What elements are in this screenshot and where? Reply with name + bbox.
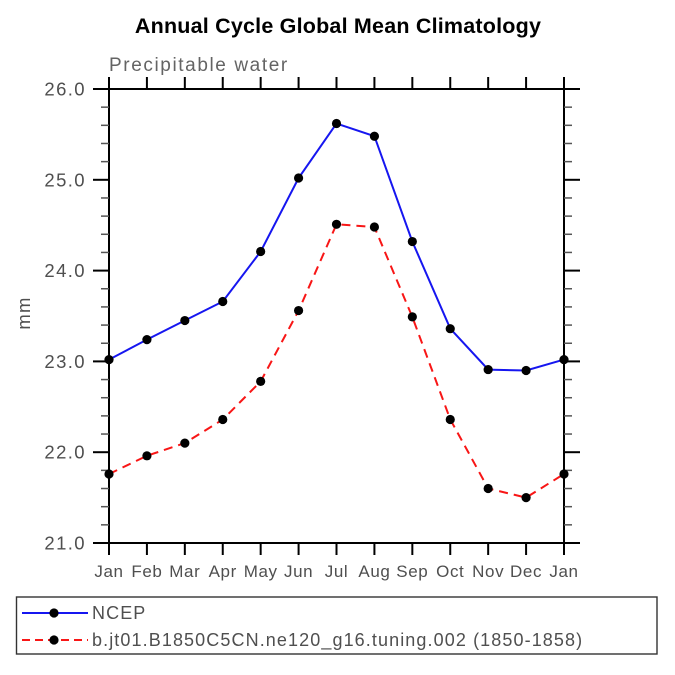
month-label: Dec: [510, 562, 542, 581]
data-point-marker: [104, 354, 114, 365]
y-tick-label: 26.0: [44, 79, 86, 100]
legend-marker-1: [49, 635, 59, 645]
legend-label-model: b.jt01.B1850C5CN.ne120_g16.tuning.002 (1…: [92, 630, 583, 651]
plot-frame: [108, 88, 565, 544]
data-point-marker: [293, 305, 304, 316]
month-label: Feb: [131, 562, 162, 581]
data-point-marker: [521, 493, 531, 503]
y-tick-label: 24.0: [44, 260, 86, 281]
data-point-marker: [445, 324, 455, 334]
legend-marker-0: [49, 608, 59, 618]
data-point-marker: [218, 414, 228, 425]
chart-subtitle: Precipitable water: [109, 55, 289, 76]
month-label: Jan: [94, 562, 123, 581]
series-line-1: [108, 223, 565, 499]
data-point-marker: [142, 335, 152, 345]
legend-label-ncep: NCEP: [92, 603, 146, 623]
data-point-marker: [559, 354, 569, 365]
legend-swatch-1: [22, 635, 88, 645]
month-label: Sep: [396, 562, 428, 581]
y-tick-label: 22.0: [44, 442, 86, 463]
data-point-marker: [331, 118, 342, 129]
y-tick-label: 21.0: [44, 533, 86, 554]
y-axis-label: mm: [13, 296, 34, 329]
chart-title: Annual Cycle Global Mean Climatology: [135, 14, 541, 38]
data-point-marker: [369, 131, 380, 141]
legend-swatch-0: [22, 608, 88, 618]
month-label: Aug: [358, 562, 390, 581]
month-label: May: [244, 562, 278, 581]
month-label: Jun: [284, 562, 313, 581]
x-axis-tick-labels: Jan Feb Mar Apr May Jun Jul Aug Sep Oct Nov Dec Jan: [94, 562, 578, 581]
y-axis-minor-ticks: [101, 106, 572, 526]
data-point-marker: [331, 219, 342, 229]
legend-box: [15, 596, 658, 655]
data-point-marker: [445, 414, 455, 425]
month-label: Mar: [169, 562, 200, 581]
month-label: Nov: [472, 562, 504, 581]
data-point-marker: [218, 296, 228, 307]
data-point-marker: [142, 451, 152, 461]
y-tick-label: 23.0: [44, 351, 86, 372]
data-point-marker: [407, 312, 417, 322]
series-line-0: [108, 122, 565, 372]
month-label: Jul: [325, 562, 349, 581]
data-point-marker: [104, 469, 114, 479]
series-markers: [104, 118, 569, 503]
month-label: Jan: [549, 562, 578, 581]
data-point-marker: [483, 483, 493, 494]
month-label: Oct: [436, 562, 464, 581]
data-point-marker: [180, 438, 190, 448]
data-point-marker: [521, 365, 531, 376]
month-label: Apr: [209, 562, 237, 581]
data-point-marker: [407, 236, 417, 247]
y-axis-tick-labels: 21.0 22.0 23.0 24.0 25.0 26.0: [44, 79, 86, 554]
series-lines: [108, 122, 565, 499]
data-point-marker: [256, 376, 266, 386]
data-point-marker: [559, 469, 569, 479]
y-axis-major-ticks: [93, 88, 580, 544]
data-point-marker: [256, 246, 266, 257]
y-tick-label: 25.0: [44, 169, 86, 190]
legend: NCEP b.jt01.B1850C5CN.ne120_g16.tuning.0…: [15, 596, 658, 655]
data-point-marker: [369, 222, 380, 232]
data-point-marker: [180, 315, 190, 326]
x-axis-ticks: [108, 77, 565, 555]
data-point-marker: [293, 173, 304, 183]
data-point-marker: [483, 364, 493, 375]
